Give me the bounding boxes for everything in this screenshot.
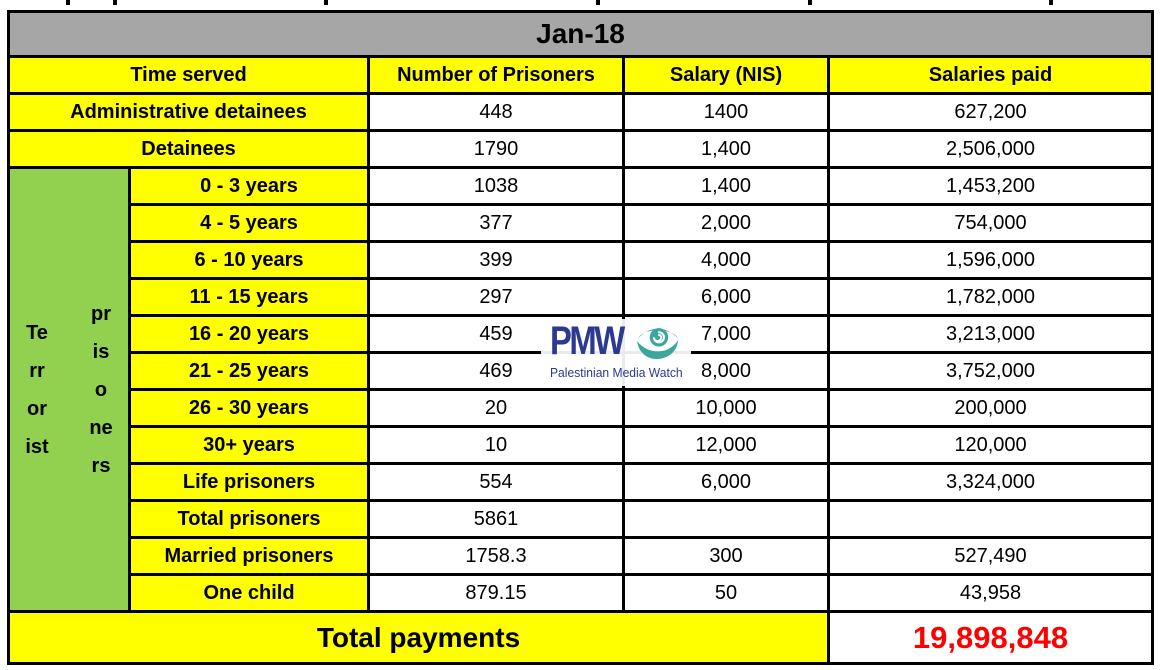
cell-paid: 527,490 xyxy=(827,536,1154,576)
cell-salary: 1,400 xyxy=(622,129,830,169)
cell-number: 1038 xyxy=(367,166,625,206)
row-label-0-3-years: 0 - 3 years xyxy=(128,166,370,206)
table-row: Married prisoners 1758.3 300 527,490 xyxy=(9,536,1154,576)
table-row: Total prisoners 5861 xyxy=(9,499,1154,539)
cell-salary: 4,000 xyxy=(622,240,830,280)
cell-number: 20 xyxy=(367,388,625,428)
prisoner-salary-table: Jan-18 Time served Number of Prisoners S… xyxy=(7,10,1154,665)
total-payments-value: 19,898,848 xyxy=(827,610,1154,665)
row-label-married-prisoners: Married prisoners xyxy=(128,536,370,576)
cell-paid: 3,752,000 xyxy=(827,351,1154,391)
row-label-life-prisoners: Life prisoners xyxy=(128,462,370,502)
row-label-6-10-years: 6 - 10 years xyxy=(128,240,370,280)
cell-paid: 200,000 xyxy=(827,388,1154,428)
cell-paid: 627,200 xyxy=(827,92,1154,132)
column-header-salary-nis: Salary (NIS) xyxy=(622,55,830,95)
cell-number: 399 xyxy=(367,240,625,280)
cell-number: 377 xyxy=(367,203,625,243)
cell-salary: 6,000 xyxy=(622,277,830,317)
cell-paid: 2,506,000 xyxy=(827,129,1154,169)
column-header-salaries-paid: Salaries paid xyxy=(827,55,1154,95)
table-row: Detainees 1790 1,400 2,506,000 xyxy=(7,129,1154,169)
total-payments-label: Total payments xyxy=(7,610,830,665)
cell-salary: 1400 xyxy=(622,92,830,132)
table-row: 30+ years 10 12,000 120,000 xyxy=(9,425,1154,465)
cell-paid: 3,213,000 xyxy=(827,314,1154,354)
cell-number: 879.15 xyxy=(367,573,625,613)
table-row: 6 - 10 years 399 4,000 1,596,000 xyxy=(9,240,1154,280)
column-header-number-of-prisoners: Number of Prisoners xyxy=(367,55,625,95)
vertical-word-prisoners: prisoners xyxy=(89,302,113,477)
cell-number: 1758.3 xyxy=(367,536,625,576)
cell-salary xyxy=(622,499,830,539)
cell-salary: 1,400 xyxy=(622,166,830,206)
row-label-administrative-detainees: Administrative detainees xyxy=(7,92,370,132)
gridline-artifact xyxy=(808,0,812,5)
cell-salary: 12,000 xyxy=(622,425,830,465)
gridline-artifact xyxy=(596,0,600,5)
row-label-total-prisoners: Total prisoners xyxy=(128,499,370,539)
table-row: Terrorist prisoners 0 - 3 years 1038 1,4… xyxy=(7,166,1154,613)
table-row: 11 - 15 years 297 6,000 1,782,000 xyxy=(9,277,1154,317)
pmw-logo-row: PMW xyxy=(550,319,683,363)
cell-number: 5861 xyxy=(367,499,625,539)
cell-salary: 6,000 xyxy=(622,462,830,502)
gridline-artifact xyxy=(113,0,117,5)
cell-salary: 50 xyxy=(622,573,830,613)
table-row: 26 - 30 years 20 10,000 200,000 xyxy=(9,388,1154,428)
cell-paid: 3,324,000 xyxy=(827,462,1154,502)
gridline-artifact xyxy=(66,0,70,5)
cell-paid: 754,000 xyxy=(827,203,1154,243)
pmw-logo-text: PMW xyxy=(549,319,625,363)
row-label-11-15-years: 11 - 15 years xyxy=(128,277,370,317)
cell-salary: 2,000 xyxy=(622,203,830,243)
cell-paid: 1,596,000 xyxy=(827,240,1154,280)
group-cell-terrorist-prisoners: Terrorist prisoners xyxy=(7,166,131,613)
table-row: 4 - 5 years 377 2,000 754,000 xyxy=(9,203,1154,243)
cell-paid xyxy=(827,499,1154,539)
column-header-time-served: Time served xyxy=(7,55,370,95)
gridline-artifact xyxy=(1049,0,1053,5)
cell-paid: 1,453,200 xyxy=(827,166,1154,206)
table-title: Jan-18 xyxy=(7,10,1154,58)
row-label-4-5-years: 4 - 5 years xyxy=(128,203,370,243)
table-row: Life prisoners 554 6,000 3,324,000 xyxy=(9,462,1154,502)
row-label-one-child: One child xyxy=(128,573,370,613)
row-label-30plus-years: 30+ years xyxy=(128,425,370,465)
cell-number: 448 xyxy=(367,92,625,132)
pmw-logo-subtitle: Palestinian Media Watch xyxy=(549,365,683,380)
cell-salary: 10,000 xyxy=(622,388,830,428)
cell-paid: 120,000 xyxy=(827,425,1154,465)
cell-number: 10 xyxy=(367,425,625,465)
total-row: Total payments 19,898,848 xyxy=(7,610,1154,665)
cell-paid: 1,782,000 xyxy=(827,277,1154,317)
row-label-21-25-years: 21 - 25 years xyxy=(128,351,370,391)
row-label-26-30-years: 26 - 30 years xyxy=(128,388,370,428)
vertical-word-terrorist: Terrorist xyxy=(25,321,49,458)
table-row: Administrative detainees 448 1400 627,20… xyxy=(7,92,1154,132)
table-row: One child 879.15 50 43,958 xyxy=(9,573,1154,613)
cell-number: 297 xyxy=(367,277,625,317)
gridline-artifact xyxy=(324,0,328,5)
cell-salary: 300 xyxy=(622,536,830,576)
cell-number: 554 xyxy=(367,462,625,502)
cell-paid: 43,958 xyxy=(827,573,1154,613)
cell-number: 1790 xyxy=(367,129,625,169)
pmw-watermark: PMW Palestinian Media Watch xyxy=(541,319,691,386)
vertical-words-wrapper: Terrorist prisoners xyxy=(12,171,127,609)
eye-swirl-icon xyxy=(634,318,682,364)
row-label-detainees: Detainees xyxy=(7,129,370,169)
row-label-16-20-years: 16 - 20 years xyxy=(128,314,370,354)
